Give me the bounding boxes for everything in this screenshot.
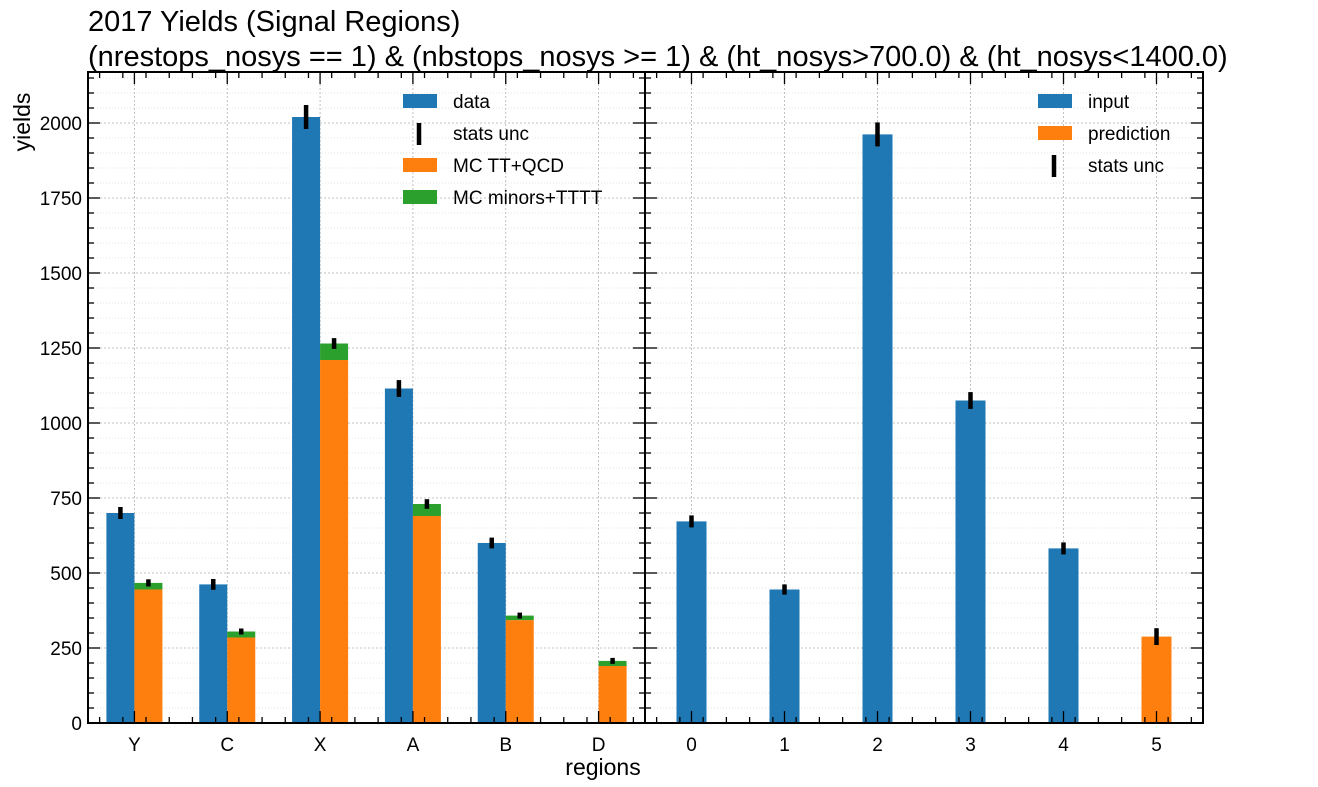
bar-mc-minors-tttt — [412, 504, 441, 516]
bar-mc-tt-qcd — [505, 620, 534, 723]
bar-data — [384, 388, 413, 723]
bar-input — [769, 589, 800, 723]
y-tick-label: 1750 — [40, 189, 82, 210]
bar-input — [955, 400, 986, 723]
y-tick-label: 500 — [50, 564, 82, 585]
bar-input — [862, 134, 893, 723]
legend-entry: data — [453, 92, 490, 113]
y-axis-label: yields — [9, 93, 35, 152]
legend-swatch — [403, 94, 437, 108]
legend-swatch — [1038, 94, 1072, 108]
y-tick-label: 0 — [71, 714, 82, 735]
x-tick-label: 4 — [1058, 735, 1069, 756]
y-tick-label: 250 — [50, 639, 82, 660]
bar-mc-tt-qcd — [598, 666, 627, 723]
bar-data — [292, 117, 321, 723]
x-tick-label: B — [499, 735, 512, 756]
legend-entry: prediction — [1088, 124, 1170, 145]
x-tick-label: 1 — [779, 735, 790, 756]
bar-mc-tt-qcd — [412, 516, 441, 723]
x-tick-label: 3 — [965, 735, 976, 756]
y-tick-label: 1500 — [40, 264, 82, 285]
legend-swatch — [403, 190, 437, 204]
x-axis-label: regions — [565, 754, 640, 780]
bar-data — [199, 584, 228, 723]
bar-mc-tt-qcd — [320, 360, 349, 723]
x-tick-label: 0 — [686, 735, 697, 756]
x-tick-label: D — [592, 735, 606, 756]
legend-swatch — [403, 158, 437, 172]
x-tick-label: X — [314, 735, 327, 756]
y-tick-label: 2000 — [40, 114, 82, 135]
x-tick-label: 5 — [1151, 735, 1162, 756]
plot-frame — [644, 71, 1204, 724]
legend-entry: MC TT+QCD — [453, 156, 564, 177]
x-tick-label: C — [220, 735, 234, 756]
chart-title: 2017 Yields (Signal Regions) — [88, 6, 460, 38]
legend-swatch — [1038, 126, 1072, 140]
bar-input — [1048, 548, 1079, 723]
bar-data — [477, 543, 506, 723]
x-tick-label: A — [407, 735, 420, 756]
bar-data — [106, 513, 135, 723]
bar-prediction — [1141, 636, 1172, 723]
legend-entry: stats unc — [453, 124, 529, 145]
x-tick-label: 2 — [872, 735, 883, 756]
legend-entry: input — [1088, 92, 1130, 113]
y-tick-label: 1000 — [40, 414, 82, 435]
legend-entry: stats unc — [1088, 156, 1164, 177]
x-tick-label: Y — [128, 735, 141, 756]
left-panel: Y C X A B D 0 250 500 750 1000 1250 1500 1750 2000 data… — [40, 71, 646, 756]
legend-entry: MC minors+TTTT — [453, 188, 603, 209]
bar-mc-tt-qcd — [227, 637, 256, 723]
y-tick-label: 750 — [50, 489, 82, 510]
bar-input — [676, 521, 707, 723]
y-tick-label: 1250 — [40, 339, 82, 360]
right-panel: 0 1 2 3 4 5 input prediction stats unc — [644, 71, 1204, 756]
bar-mc-minors-tttt — [320, 343, 349, 360]
chart-subtitle: (nrestops_nosys == 1) & (nbstops_nosys >… — [88, 41, 1228, 73]
bar-mc-tt-qcd — [134, 589, 163, 723]
